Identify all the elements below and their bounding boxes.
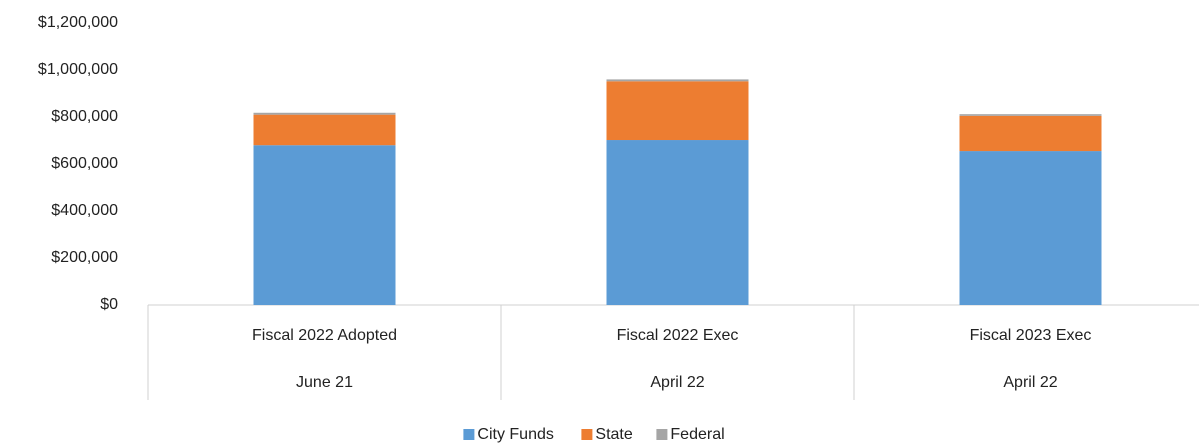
y-tick-label: $600,000 (51, 155, 118, 172)
x-tick-label: Fiscal 2023 Exec (970, 327, 1092, 344)
bar-segment (606, 81, 749, 141)
x-tick-label: Fiscal 2022 Adopted (252, 327, 397, 344)
bar-segment (253, 114, 396, 146)
legend-swatch (463, 429, 475, 440)
x-sub-label: June 21 (296, 374, 353, 391)
y-tick-label: $0 (100, 296, 118, 313)
legend-swatch (581, 429, 593, 440)
y-tick-label: $800,000 (51, 108, 118, 125)
x-sub-label: April 22 (650, 374, 704, 391)
bar-segment (959, 114, 1102, 116)
y-tick-label: $1,200,000 (38, 14, 118, 31)
bar-segment (606, 79, 749, 82)
bar-segment (253, 112, 396, 115)
y-tick-label: $400,000 (51, 202, 118, 219)
y-tick-label: $200,000 (51, 249, 118, 266)
bar-segment (253, 145, 396, 305)
y-tick-label: $1,000,000 (38, 61, 118, 78)
x-sub-label: April 22 (1003, 374, 1057, 391)
legend-label: Federal (670, 426, 724, 443)
bar-segment (959, 115, 1102, 152)
x-tick-label: Fiscal 2022 Exec (617, 327, 739, 344)
legend-label: State (595, 426, 632, 443)
legend-label: City Funds (477, 426, 553, 443)
legend-swatch (656, 429, 668, 440)
bar-segment (959, 151, 1102, 305)
bar-segment (606, 140, 749, 305)
